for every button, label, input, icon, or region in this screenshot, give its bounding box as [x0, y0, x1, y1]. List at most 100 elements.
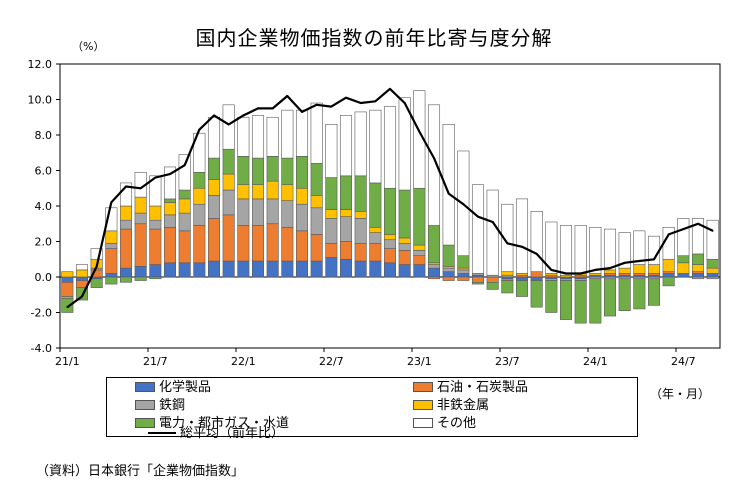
- total-average-point: [506, 242, 509, 245]
- bar-segment: [354, 218, 367, 244]
- total-average-point: [403, 102, 406, 104]
- bar-segment: [501, 271, 514, 276]
- bar-segment: [75, 264, 89, 271]
- bar-segment: [237, 198, 250, 226]
- total-average-point: [389, 87, 391, 90]
- bar-segment: [413, 264, 426, 278]
- bar-segment: [398, 242, 411, 251]
- bar-segment: [486, 276, 499, 283]
- bar-segment: [325, 242, 338, 258]
- bar-segment: [163, 214, 177, 228]
- y-tick-label: -2.0: [31, 307, 52, 320]
- bar-segment: [427, 104, 441, 226]
- bar-segment: [281, 109, 294, 159]
- bar-segment: [61, 282, 74, 297]
- bar-segment: [105, 248, 118, 274]
- bar-segment: [266, 116, 279, 157]
- bar-segment: [486, 189, 499, 276]
- bar-segment: [706, 273, 719, 278]
- bar-segment: [398, 189, 411, 239]
- bar-segment: [530, 280, 543, 308]
- bar-segment: [222, 214, 235, 262]
- bar-segment: [647, 264, 661, 274]
- total-average-point: [594, 269, 597, 271]
- bar-segment: [281, 184, 294, 201]
- bar-segment: [75, 269, 89, 278]
- bar-segment: [207, 116, 221, 159]
- total-average-point: [330, 105, 333, 108]
- legend-swatch-petroleum: [413, 381, 433, 392]
- bar-segment: [134, 196, 147, 214]
- bar-segment: [119, 205, 133, 221]
- bar-segment: [471, 276, 485, 283]
- x-tick-label: 21/7: [143, 355, 168, 368]
- bar-segment: [354, 175, 367, 212]
- bar-segment: [677, 218, 690, 257]
- bar-segment: [413, 255, 426, 265]
- bar-segment: [339, 209, 353, 217]
- bar-segment: [662, 258, 675, 272]
- bar-segment: [149, 219, 162, 230]
- bar-segment: [398, 237, 411, 244]
- total-average-point: [125, 185, 127, 188]
- bar-segment: [251, 260, 265, 278]
- legend-label: その他: [437, 416, 477, 431]
- total-average-point: [609, 267, 611, 270]
- bar-segment: [325, 218, 338, 244]
- y-tick-label: -4.0: [31, 342, 52, 355]
- bar-segment: [325, 177, 338, 210]
- bar-segment: [501, 203, 514, 272]
- bar-segment: [383, 234, 397, 241]
- bar-segment: [442, 276, 455, 281]
- bar-segment: [530, 276, 543, 281]
- legend-label: 電力・都市ガス・水道: [159, 416, 290, 431]
- total-average-point: [447, 192, 450, 195]
- bar-segment: [222, 148, 235, 175]
- total-average-point: [623, 261, 626, 264]
- bar-segment: [369, 260, 382, 278]
- bar-segment: [427, 264, 441, 269]
- bar-segment: [281, 157, 294, 185]
- bar-segment: [266, 198, 279, 225]
- y-tick-label: 10.0: [28, 94, 53, 107]
- bar-segment: [457, 276, 470, 281]
- bar-segment: [281, 227, 294, 262]
- bar-segment: [178, 262, 191, 278]
- bar-segment: [559, 225, 573, 276]
- bar-segment: [61, 276, 74, 283]
- bar-segment: [369, 242, 382, 262]
- bar-segment: [618, 232, 631, 269]
- total-average-point: [535, 253, 538, 255]
- bar-segment: [295, 156, 309, 189]
- bar-segment: [266, 223, 279, 262]
- total-average-point: [66, 306, 69, 309]
- y-axis-unit: （%）: [72, 40, 105, 53]
- bar-segment: [251, 184, 265, 200]
- bar-segment: [193, 171, 206, 189]
- bar-segment: [295, 230, 309, 262]
- bar-segment: [530, 271, 543, 278]
- bar-segment: [149, 175, 162, 207]
- bar-segment: [618, 278, 631, 312]
- legend-swatch-others: [413, 417, 433, 428]
- y-tick-label: 8.0: [35, 129, 53, 142]
- total-average-point: [286, 95, 289, 97]
- total-average-point: [491, 221, 494, 223]
- bar-segment: [266, 180, 279, 200]
- bar-segment: [442, 124, 455, 246]
- bar-segment: [691, 276, 705, 280]
- bar-segment: [266, 156, 279, 182]
- bar-segment: [134, 266, 147, 278]
- bar-segment: [633, 230, 646, 265]
- legend-swatch-chemical: [135, 381, 155, 392]
- bar-segment: [105, 230, 118, 244]
- bar-segment: [339, 115, 353, 177]
- bar-segment: [178, 230, 191, 264]
- bar-segment: [237, 156, 250, 186]
- bar-segment: [119, 267, 133, 278]
- bar-segment: [427, 276, 441, 280]
- legend-item-others: その他: [413, 416, 476, 432]
- bar-segment: [457, 269, 470, 274]
- x-tick-label: 24/7: [671, 355, 696, 368]
